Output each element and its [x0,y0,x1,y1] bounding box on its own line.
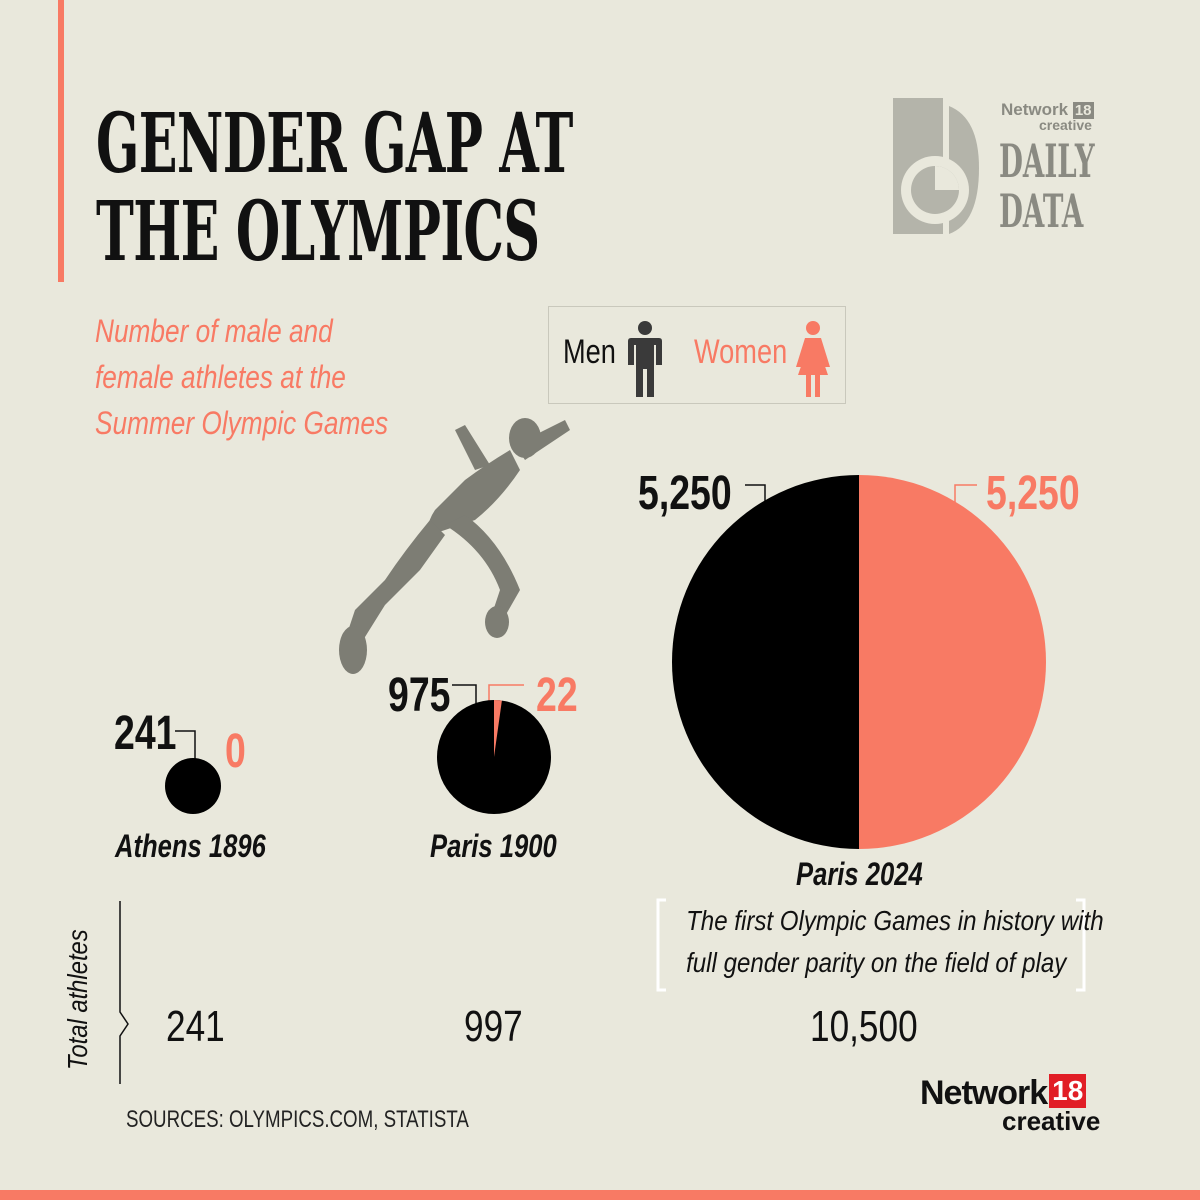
paris2024-men-leader [745,484,766,506]
paris-1900-pie [437,700,551,814]
title-line-2: THE OLYMPICS [96,184,540,280]
athens-men-value: 241 [114,707,177,760]
daily-data-text: DAILY DATA [999,134,1095,238]
sources: SOURCES: OLYMPICS.COM, STATISTA [126,1106,469,1133]
parity-note: The first Olympic Games in history with … [656,898,1104,992]
paris1900-men-value: 975 [388,669,451,722]
network18-logo: Network 18 creative [920,1074,1101,1136]
runner-image [339,418,570,674]
paris2024-men-value: 5,250 [638,467,732,520]
note-line-2: full gender parity on the field of play [686,947,1067,978]
paris1900-total: 997 [464,1002,523,1051]
paris-2024-label: Paris 2024 [796,856,923,892]
woman-icon [796,321,830,397]
athens-1896-label: Athens 1896 [115,828,266,864]
creative-label: creative [1039,117,1092,133]
legend: Men Women [548,306,846,404]
man-icon [628,321,662,397]
total-athletes-brace [119,901,129,1084]
paris1900-women-leader [488,684,524,704]
athens-men-leader [175,730,196,760]
paris1900-women-value: 22 [536,669,578,722]
legend-men-label: Men [563,333,616,371]
total-athletes-label: Total athletes [62,929,93,1070]
paris-1900-label: Paris 1900 [430,828,557,864]
paris2024-women-leader [954,484,977,506]
legend-women-label: Women [694,333,788,371]
daily-data-logo-icon [893,98,979,234]
athens-women-value: 0 [225,725,246,778]
subtitle-line-3: Summer Olympic Games [95,405,389,441]
paris2024-total: 10,500 [810,1002,918,1051]
paris1900-men-leader [452,684,477,704]
note-line-1: The first Olympic Games in history with [686,905,1104,936]
subtitle: Number of male and female athletes at th… [95,308,388,446]
bottom-accent-bar [0,1190,1200,1200]
athens-total: 241 [166,1002,225,1051]
subtitle-line-1: Number of male and [95,313,333,349]
network18-small-logo: Network 18 [1001,100,1094,120]
athens-1896-pie [165,758,221,814]
paris-2024-pie [672,475,1046,849]
subtitle-line-2: female athletes at the [95,359,346,395]
page-title: GENDER GAP AT THE OLYMPICS [96,100,573,276]
paris2024-women-value: 5,250 [986,467,1080,520]
accent-bar [58,0,64,282]
title-line-1: GENDER GAP AT [96,96,573,192]
note-brackets [656,898,1086,992]
